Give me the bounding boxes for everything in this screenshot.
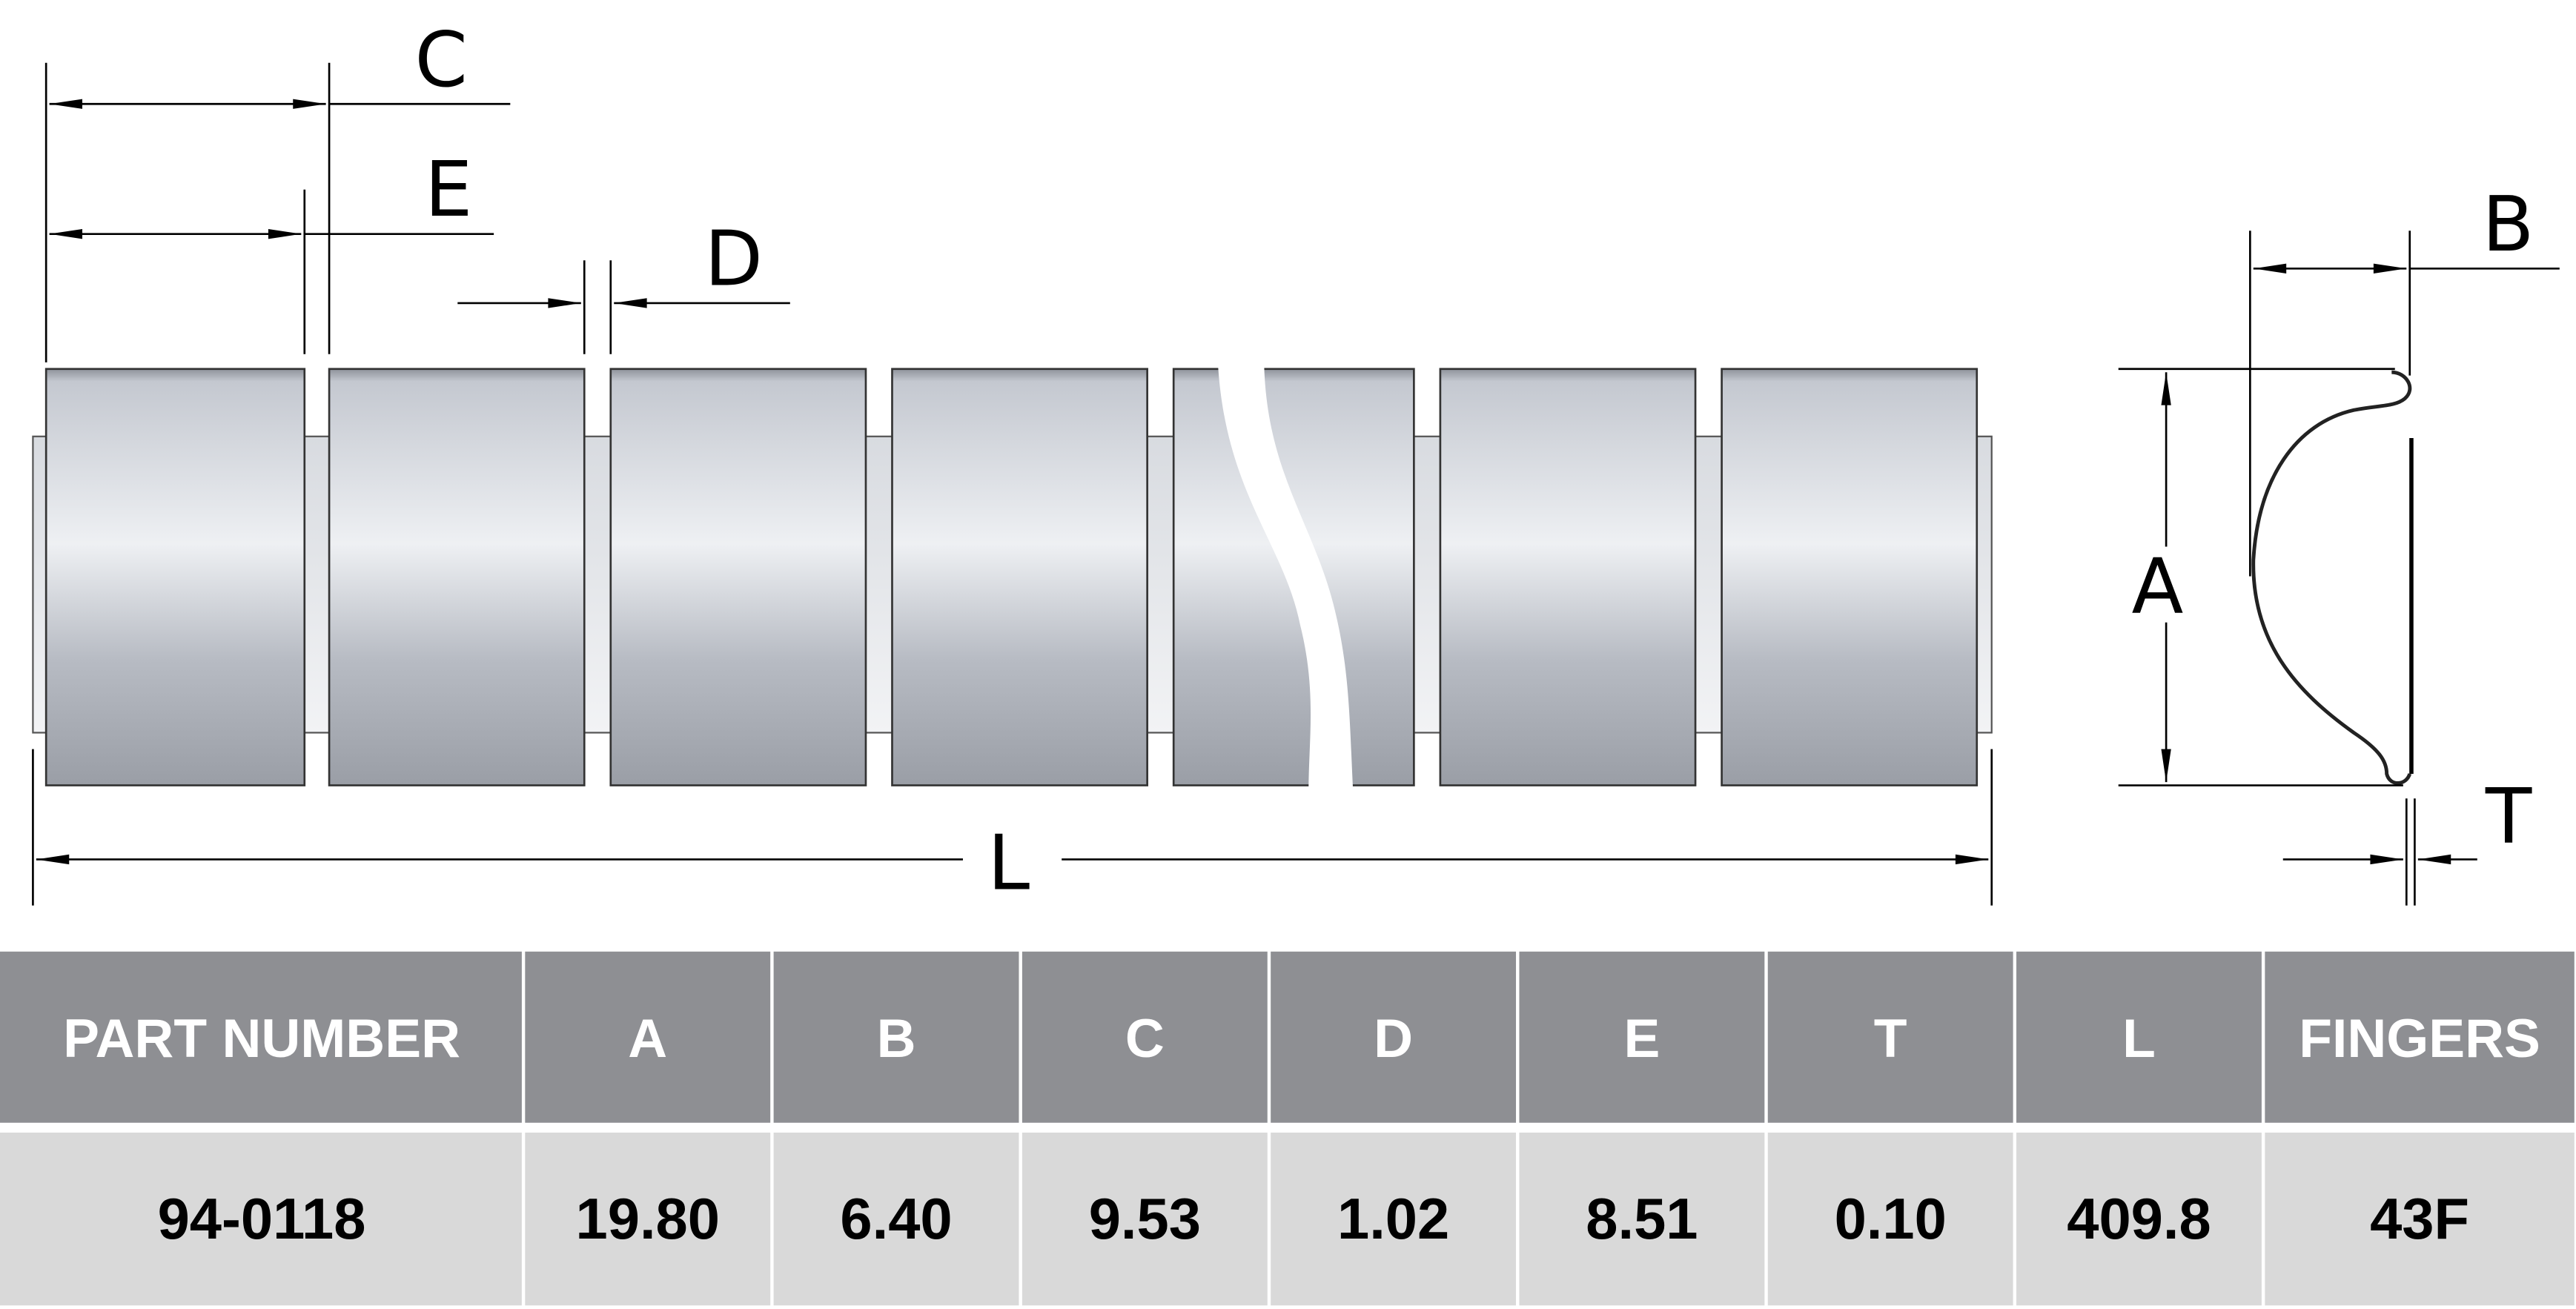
table-header-text: PART NUMBER [63,1008,460,1069]
table-header-cell [2016,951,2262,1123]
dimension-b: B [2249,181,2560,577]
table-header-text: A [628,1008,667,1069]
table-row-text: 0.10 [1835,1187,1947,1251]
table-row-cell [1271,1133,1517,1306]
table-header-text: B [877,1008,916,1069]
finger [1721,368,1979,786]
table-row-text: 43F [2370,1187,2469,1251]
table-row-cell [0,1133,522,1306]
table-header-text: C [1125,1008,1165,1069]
table-header-cell [1519,951,1765,1123]
table-header-text: D [1374,1008,1413,1069]
table-row-text: 19.80 [576,1187,720,1251]
table-row-text: 1.02 [1337,1187,1449,1251]
table-row-cell [1022,1133,1268,1306]
table-header-text: T [1874,1008,1907,1069]
table-header-cell [1767,951,2013,1123]
table-row-text: 6.40 [840,1187,952,1251]
spec-table: PART NUMBER A B C D E T L FINGERS 94-0118 19.80 6.4… [0,951,2575,1306]
dimension-l: L [32,749,1993,907]
table-header-cell [1022,951,1268,1123]
table-header-cell [2265,951,2575,1123]
table-row-cell [525,1133,771,1306]
dimension-label-a: A [2131,543,2183,631]
dimension-label-c: C [415,16,468,105]
table-row-text: 8.51 [1586,1187,1698,1251]
finger [328,368,586,786]
table-header-cell [0,951,522,1123]
dimension-label-b: B [2482,181,2534,269]
dimension-label-e: E [425,146,473,234]
table-row-cell [2265,1133,2575,1306]
side-view [32,365,1993,791]
finger [1439,368,1697,786]
table-header-cell [1271,951,1517,1123]
dimension-a: A [2118,368,2403,786]
finger [609,368,867,786]
dimension-c: C [44,16,511,362]
finger-profile-curve [2251,370,2412,785]
table-row-cell [1767,1133,2013,1306]
dimension-t: T [2282,773,2532,906]
table-header-text: E [1623,1008,1660,1069]
dimension-label-d: D [704,216,763,304]
table-header-cell [773,951,1019,1123]
dimension-e: E [49,146,494,354]
table-row-text: 94-0118 [158,1187,366,1251]
table-header-text: FINGERS [2299,1008,2540,1069]
dimension-label-l: L [987,819,1030,907]
table-row-text: 409.8 [2067,1187,2211,1251]
table-header-text: L [2122,1008,2156,1069]
table-row-cell [1519,1133,1765,1306]
dimension-d: D [457,216,790,354]
table-header-cell [525,951,771,1123]
finger [891,368,1148,786]
table-row-text: 9.53 [1089,1187,1201,1251]
break-line [1218,365,1354,791]
table-row-cell [773,1133,1019,1306]
finger [44,368,306,786]
profile-view [2251,370,2414,785]
table-row-cell [2016,1133,2262,1306]
dimension-label-t: T [2485,773,2532,861]
